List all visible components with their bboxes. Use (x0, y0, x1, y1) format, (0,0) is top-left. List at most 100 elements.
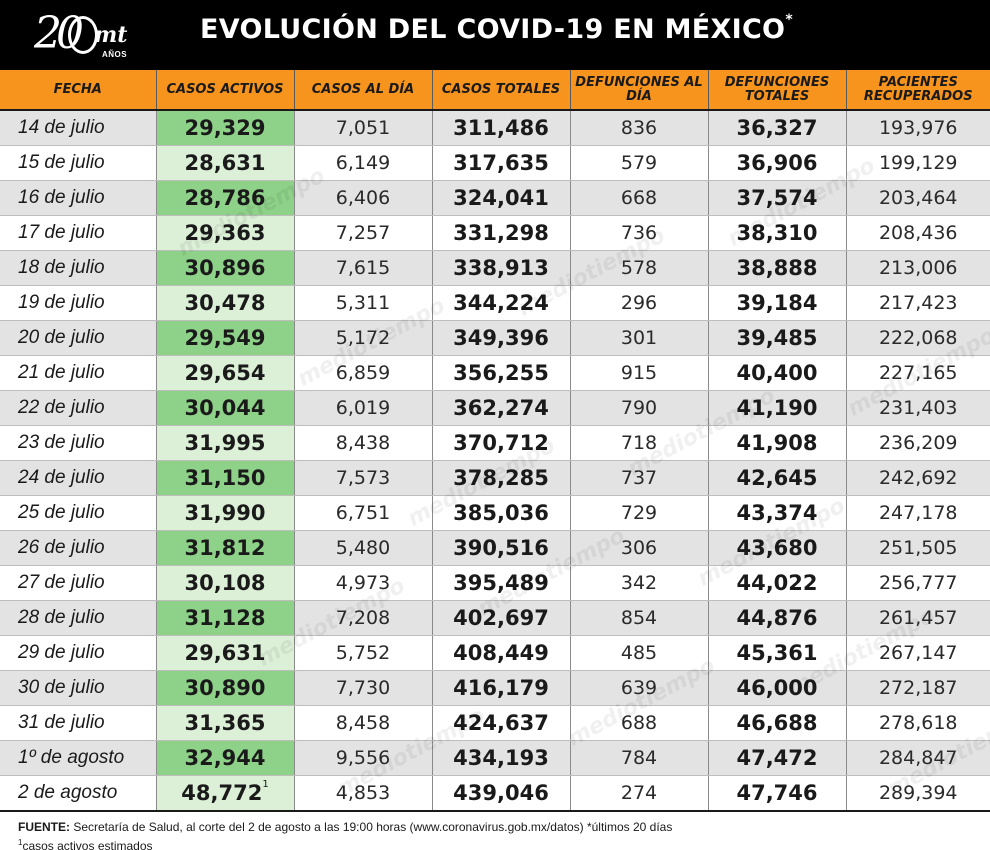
cell-casos-totales-value: 408,449 (453, 640, 549, 665)
cell-casos-totales-value: 424,637 (453, 710, 549, 735)
cell-defunciones-al-dia: 915 (570, 355, 709, 391)
cell-pacientes-recuperados-value: 193,976 (878, 116, 958, 139)
cell-defunciones-totales-value: 41,190 (736, 395, 818, 420)
cell-defunciones-al-dia-value: 668 (620, 186, 658, 209)
cell-casos-activos: 29,329 (156, 110, 295, 146)
cell-casos-al-dia-value: 6,751 (335, 501, 391, 524)
cell-casos-activos: 31,995 (156, 425, 295, 461)
cell-pacientes-recuperados: 236,209 (846, 425, 990, 461)
cell-fecha: 22 de julio (0, 390, 157, 426)
cell-pacientes-recuperados: 199,129 (846, 145, 990, 181)
cell-fecha: 21 de julio (0, 355, 157, 391)
cell-pacientes-recuperados-value: 251,505 (878, 536, 958, 559)
cell-casos-activos: 31,990 (156, 495, 295, 531)
cell-defunciones-totales-value: 45,361 (736, 640, 818, 665)
cell-defunciones-totales: 41,908 (708, 425, 847, 461)
cell-pacientes-recuperados-value: 242,692 (878, 466, 958, 489)
cell-fecha: 30 de julio (0, 670, 157, 706)
cell-casos-al-dia: 9,556 (294, 740, 433, 776)
cell-defunciones-totales: 45,361 (708, 635, 847, 671)
table-row: 16 de julio 28,786 6,406 324,041 668 37,574 20… (0, 180, 990, 216)
cell-defunciones-totales-value: 47,472 (736, 745, 818, 770)
cell-defunciones-al-dia-value: 485 (620, 641, 658, 664)
cell-casos-totales-value: 324,041 (453, 185, 549, 210)
cell-casos-activos-value: 29,654 (184, 360, 266, 385)
table-row: 19 de julio 30,478 5,311 344,224 296 39,184 21… (0, 285, 990, 321)
cell-pacientes-recuperados-value: 261,457 (878, 606, 958, 629)
cell-pacientes-recuperados-value: 213,006 (878, 256, 958, 279)
cell-defunciones-totales-value: 41,908 (736, 430, 818, 455)
cell-fecha-value: 2 de agosto (18, 781, 118, 803)
cell-defunciones-al-dia: 668 (570, 180, 709, 216)
cell-defunciones-totales: 38,310 (708, 215, 847, 251)
cell-fecha: 15 de julio (0, 145, 157, 181)
cell-casos-totales: 356,255 (432, 355, 571, 391)
cell-pacientes-recuperados: 231,403 (846, 390, 990, 426)
cell-casos-totales: 402,697 (432, 600, 571, 636)
cell-fecha-value: 23 de julio (18, 431, 105, 453)
cell-casos-al-dia-value: 6,406 (335, 186, 391, 209)
cell-pacientes-recuperados: 267,147 (846, 635, 990, 671)
cell-defunciones-al-dia-value: 836 (620, 116, 658, 139)
cell-casos-totales: 390,516 (432, 530, 571, 566)
cell-casos-al-dia: 7,051 (294, 110, 433, 146)
source-label: FUENTE: (18, 820, 70, 834)
cell-casos-totales: 408,449 (432, 635, 571, 671)
table-row: 21 de julio 29,654 6,859 356,255 915 40,400 22… (0, 355, 990, 391)
note-text: casos activos estimados (22, 839, 153, 850)
cell-defunciones-al-dia: 296 (570, 285, 709, 321)
source-line: FUENTE: Secretaría de Salud, al corte de… (18, 820, 972, 835)
cell-casos-al-dia: 8,438 (294, 425, 433, 461)
cell-fecha-value: 21 de julio (18, 361, 105, 383)
cell-pacientes-recuperados-value: 208,436 (878, 221, 958, 244)
cell-fecha-value: 31 de julio (18, 711, 105, 733)
cell-fecha: 26 de julio (0, 530, 157, 566)
cell-casos-activos: 31,812 (156, 530, 295, 566)
cell-casos-al-dia: 7,615 (294, 250, 433, 286)
cell-fecha: 31 de julio (0, 705, 157, 741)
cell-casos-totales: 395,489 (432, 565, 571, 601)
column-header-casos-al-dia: CASOS AL DÍA (294, 70, 433, 111)
cell-casos-activos-value: 28,786 (184, 185, 266, 210)
cell-casos-totales: 331,298 (432, 215, 571, 251)
cell-pacientes-recuperados-value: 203,464 (878, 186, 958, 209)
cell-casos-al-dia: 5,311 (294, 285, 433, 321)
cell-defunciones-totales-value: 42,645 (736, 465, 818, 490)
cell-fecha-value: 1º de agosto (18, 746, 125, 768)
cell-fecha-value: 29 de julio (18, 641, 105, 663)
cell-defunciones-totales-value: 46,688 (736, 710, 818, 735)
table-row: 25 de julio 31,990 6,751 385,036 729 43,374 24… (0, 495, 990, 531)
cell-casos-activos: 30,108 (156, 565, 295, 601)
cell-casos-al-dia-value: 5,172 (335, 326, 391, 349)
cell-casos-totales: 439,046 (432, 775, 571, 811)
table-body: 14 de julio 29,329 7,051 311,486 836 36,327 19… (0, 110, 990, 811)
cell-defunciones-al-dia: 729 (570, 495, 709, 531)
cell-casos-al-dia: 5,480 (294, 530, 433, 566)
cell-casos-totales-value: 416,179 (453, 675, 549, 700)
cell-casos-activos: 29,549 (156, 320, 295, 356)
cell-defunciones-totales: 46,000 (708, 670, 847, 706)
cell-pacientes-recuperados-value: 267,147 (878, 641, 958, 664)
cell-fecha: 17 de julio (0, 215, 157, 251)
cell-fecha-value: 20 de julio (18, 326, 105, 348)
cell-casos-al-dia-value: 7,615 (335, 256, 391, 279)
cell-defunciones-al-dia-value: 342 (620, 571, 658, 594)
cell-casos-activos-value: 31,995 (184, 430, 266, 455)
cell-fecha: 1º de agosto (0, 740, 157, 776)
table-row: 14 de julio 29,329 7,051 311,486 836 36,327 19… (0, 110, 990, 146)
cell-defunciones-totales: 43,680 (708, 530, 847, 566)
cell-casos-al-dia: 7,730 (294, 670, 433, 706)
cell-defunciones-al-dia: 784 (570, 740, 709, 776)
cell-fecha: 14 de julio (0, 110, 157, 146)
cell-fecha-value: 25 de julio (18, 501, 105, 523)
cell-fecha-value: 28 de julio (18, 606, 105, 628)
cell-pacientes-recuperados: 193,976 (846, 110, 990, 146)
cell-defunciones-totales-value: 43,374 (736, 500, 818, 525)
cell-casos-al-dia-value: 9,556 (335, 746, 391, 769)
table-row: 24 de julio 31,150 7,573 378,285 737 42,645 24… (0, 460, 990, 496)
cell-casos-activos-value: 30,890 (184, 675, 266, 700)
cell-pacientes-recuperados: 222,068 (846, 320, 990, 356)
cell-defunciones-totales-value: 36,906 (736, 150, 818, 175)
title-footnote-mark: * (785, 12, 793, 28)
cell-casos-totales-value: 356,255 (453, 360, 549, 385)
